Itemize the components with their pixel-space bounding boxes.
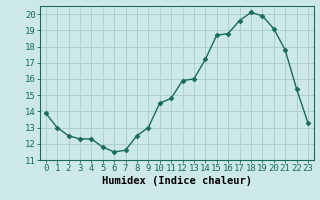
X-axis label: Humidex (Indice chaleur): Humidex (Indice chaleur) bbox=[102, 176, 252, 186]
